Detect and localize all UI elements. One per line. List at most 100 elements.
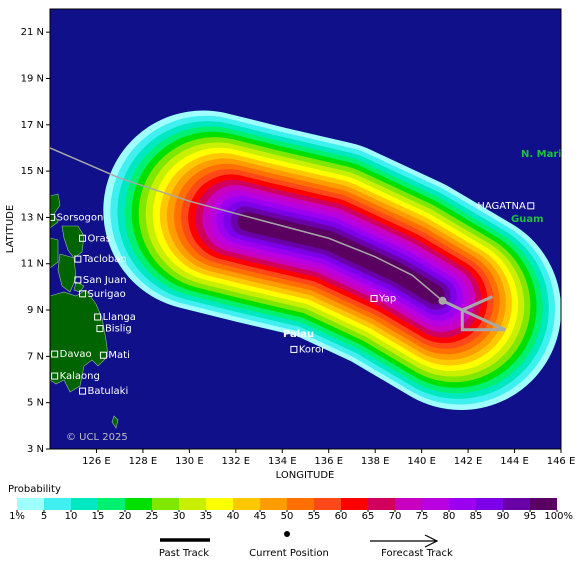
colorbar-segment bbox=[152, 498, 179, 510]
place-label: Kalaong bbox=[60, 371, 100, 382]
x-tick-label: 146 E bbox=[547, 456, 576, 467]
y-tick-label: 7 N bbox=[27, 351, 44, 362]
legend-forecast-arrow bbox=[370, 534, 439, 548]
colorbar-label: 25 bbox=[146, 511, 159, 522]
y-tick-label: 13 N bbox=[21, 212, 44, 223]
place-marker bbox=[79, 387, 87, 395]
x-tick-label: 142 E bbox=[454, 456, 483, 467]
colorbar-segment bbox=[368, 498, 395, 510]
colorbar-label: 30 bbox=[173, 511, 186, 522]
colorbar-segment bbox=[395, 498, 422, 510]
place-label: Oras bbox=[88, 233, 111, 244]
colorbar-label: 55 bbox=[308, 511, 321, 522]
legend-label: Past Track bbox=[159, 548, 209, 559]
colorbar-label: 90 bbox=[497, 511, 510, 522]
legend-current-dot bbox=[284, 531, 290, 537]
colorbar-label: 80 bbox=[443, 511, 456, 522]
probability-swath bbox=[103, 110, 561, 411]
colorbar-segment bbox=[314, 498, 341, 510]
place-marker bbox=[290, 345, 298, 353]
y-tick-label: 9 N bbox=[27, 305, 44, 316]
forecast-track bbox=[441, 295, 506, 332]
colorbar-label: 70 bbox=[389, 511, 402, 522]
place-label: Bislig bbox=[105, 324, 132, 335]
y-axis-title: LATITUDE bbox=[5, 205, 16, 253]
place-marker bbox=[79, 234, 87, 242]
place-marker bbox=[370, 294, 378, 302]
colorbar-label: 85 bbox=[470, 511, 483, 522]
current-position bbox=[438, 296, 447, 305]
colorbar-label: 50 bbox=[281, 511, 294, 522]
colorbar-label: 15 bbox=[92, 511, 105, 522]
place-marker bbox=[99, 351, 107, 359]
place-label: Koror bbox=[299, 344, 326, 355]
place-label: Mati bbox=[108, 350, 129, 361]
region-label: Palau bbox=[283, 329, 314, 340]
place-marker bbox=[96, 325, 104, 333]
colorbar-segment bbox=[17, 498, 44, 510]
x-tick-label: 140 E bbox=[407, 456, 436, 467]
mindanao bbox=[50, 289, 109, 393]
place-label: Tacloban bbox=[82, 254, 127, 265]
colorbar-segment bbox=[476, 498, 503, 510]
y-tick-label: 5 N bbox=[27, 398, 44, 409]
region-label: Guam bbox=[511, 214, 544, 225]
colorbar-title: Probability bbox=[8, 484, 61, 495]
talaud bbox=[111, 415, 119, 429]
x-tick-label: 136 E bbox=[314, 456, 343, 467]
place-label: Surigao bbox=[88, 289, 126, 300]
place-marker bbox=[79, 290, 87, 298]
legend-label: Forecast Track bbox=[381, 548, 453, 559]
place-marker bbox=[74, 255, 82, 263]
x-tick-label: 144 E bbox=[500, 456, 529, 467]
colorbar-label: 1% bbox=[9, 511, 25, 522]
place-label: Sorsogon bbox=[57, 212, 104, 223]
colorbar-label: 40 bbox=[227, 511, 240, 522]
colorbar-segment bbox=[71, 498, 98, 510]
region-label: N. Mari bbox=[521, 149, 562, 160]
place-label: San Juan bbox=[83, 275, 127, 286]
colorbar-label: 100% bbox=[544, 511, 573, 522]
place-marker bbox=[51, 372, 59, 380]
y-tick-label: 17 N bbox=[21, 120, 44, 131]
colorbar-segment bbox=[98, 498, 125, 510]
colorbar-segment bbox=[125, 498, 152, 510]
colorbar-segment bbox=[503, 498, 530, 510]
y-tick-label: 11 N bbox=[21, 259, 44, 270]
place-label: Davao bbox=[60, 349, 92, 360]
colorbar-segment bbox=[422, 498, 449, 510]
legend-label: Current Position bbox=[249, 548, 329, 559]
colorbar-segment bbox=[449, 498, 476, 510]
x-tick-label: 138 E bbox=[361, 456, 390, 467]
x-tick-label: 128 E bbox=[129, 456, 158, 467]
place-label: Batulaki bbox=[88, 386, 129, 397]
y-tick-label: 19 N bbox=[21, 73, 44, 84]
place-marker bbox=[74, 276, 82, 284]
place-label: Llanga bbox=[103, 312, 136, 323]
x-axis-title: LONGITUDE bbox=[276, 470, 335, 481]
overlay: © UCL 2025 Palau Guam N. Mari Sorsogon Or… bbox=[48, 149, 562, 443]
colorbar-label: 60 bbox=[335, 511, 348, 522]
samar bbox=[61, 225, 85, 259]
colorbar-label: 35 bbox=[200, 511, 213, 522]
y-tick-label: 21 N bbox=[21, 27, 44, 38]
colorbar-label: 20 bbox=[119, 511, 132, 522]
colorbar-segment bbox=[287, 498, 314, 510]
swath-band bbox=[237, 211, 445, 305]
colorbar-segment bbox=[260, 498, 287, 510]
copyright: © UCL 2025 bbox=[66, 432, 128, 443]
place-marker bbox=[51, 350, 59, 358]
colorbar-segment bbox=[44, 498, 71, 510]
colorbar-segment bbox=[179, 498, 206, 510]
masbate bbox=[50, 237, 59, 269]
map-frame bbox=[49, 8, 562, 450]
place-marker bbox=[94, 313, 102, 321]
colorbar-segment bbox=[233, 498, 260, 510]
colorbar-label: 75 bbox=[416, 511, 429, 522]
colorbar-label: 10 bbox=[65, 511, 78, 522]
y-tick-label: 3 N bbox=[27, 444, 44, 455]
place-marker bbox=[527, 202, 535, 210]
y-tick-label: 15 N bbox=[21, 166, 44, 177]
x-tick-label: 126 E bbox=[82, 456, 111, 467]
